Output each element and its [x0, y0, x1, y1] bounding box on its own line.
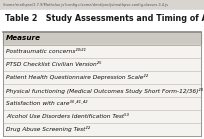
Text: Posttraumatic concerns²⁰ⁱ²¹: Posttraumatic concerns²⁰ⁱ²¹	[6, 49, 86, 54]
Text: Physical functioning (Medical Outcomes Study Short Form-12/36)²⁰: Physical functioning (Medical Outcomes S…	[6, 87, 203, 94]
Text: /home/mathpse/2.7.9/Mathclue.js?config=/some/dent/pnc/js/mathpse-config-classes.: /home/mathpse/2.7.9/Mathclue.js?config=/…	[3, 3, 168, 7]
Bar	[3, 123, 201, 136]
Bar	[3, 110, 201, 123]
Text: Alcohol Use Disorders Identification Test⁵³: Alcohol Use Disorders Identification Tes…	[6, 114, 129, 119]
Text: Satisfaction with care³⁰·⁴¹·⁴²: Satisfaction with care³⁰·⁴¹·⁴²	[6, 101, 88, 106]
Bar	[3, 97, 201, 110]
Bar	[3, 71, 201, 84]
Text: Patient Health Questionnaire Depression Scale²²: Patient Health Questionnaire Depression …	[6, 75, 148, 80]
Bar	[3, 84, 201, 97]
Bar	[0, 0, 204, 10]
Text: Table 2   Study Assessments and Timing of Administration: Table 2 Study Assessments and Timing of …	[5, 14, 204, 23]
Bar	[3, 32, 201, 45]
Bar	[3, 58, 201, 71]
Text: PTSD Checklist Civilian Version²⁵: PTSD Checklist Civilian Version²⁵	[6, 62, 102, 67]
Text: Drug Abuse Screening Test²²: Drug Abuse Screening Test²²	[6, 126, 90, 132]
Bar	[3, 45, 201, 58]
Text: Measure: Measure	[6, 35, 41, 42]
